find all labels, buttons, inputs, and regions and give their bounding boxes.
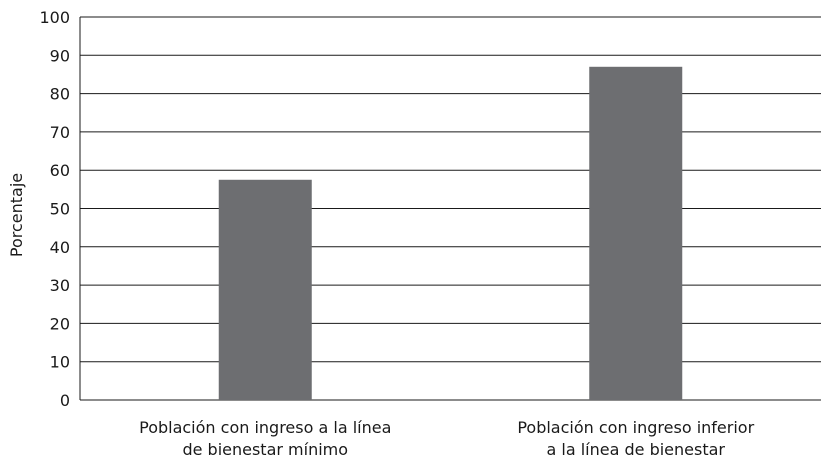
y-tick-label: 70 bbox=[50, 123, 70, 142]
y-tick-label: 0 bbox=[60, 391, 70, 410]
y-tick-label: 100 bbox=[39, 8, 70, 27]
y-tick-label: 80 bbox=[50, 85, 70, 104]
y-tick-label: 60 bbox=[50, 161, 70, 180]
x-axis-labels: Población con ingreso a la línea de biene… bbox=[139, 418, 754, 459]
x-category-label: Población con ingreso inferior bbox=[517, 418, 754, 437]
x-category-label: Población con ingreso a la línea bbox=[139, 418, 391, 437]
bars bbox=[218, 66, 683, 400]
bar bbox=[589, 66, 683, 400]
y-tick-label: 90 bbox=[50, 46, 70, 65]
y-tick-label: 30 bbox=[50, 276, 70, 295]
y-axis-ticks: 0 10 20 30 40 50 60 70 80 90 100 bbox=[39, 8, 70, 410]
y-axis-title: Porcentaje bbox=[7, 173, 26, 257]
y-tick-label: 20 bbox=[50, 314, 70, 333]
x-category-label: a la línea de bienestar bbox=[547, 440, 726, 459]
y-tick-label: 10 bbox=[50, 353, 70, 372]
bar bbox=[218, 179, 312, 400]
y-tick-label: 50 bbox=[50, 200, 70, 219]
x-category-label: de bienestar mínimo bbox=[182, 440, 348, 459]
gridlines bbox=[79, 16, 821, 401]
y-tick-label: 40 bbox=[50, 238, 70, 257]
